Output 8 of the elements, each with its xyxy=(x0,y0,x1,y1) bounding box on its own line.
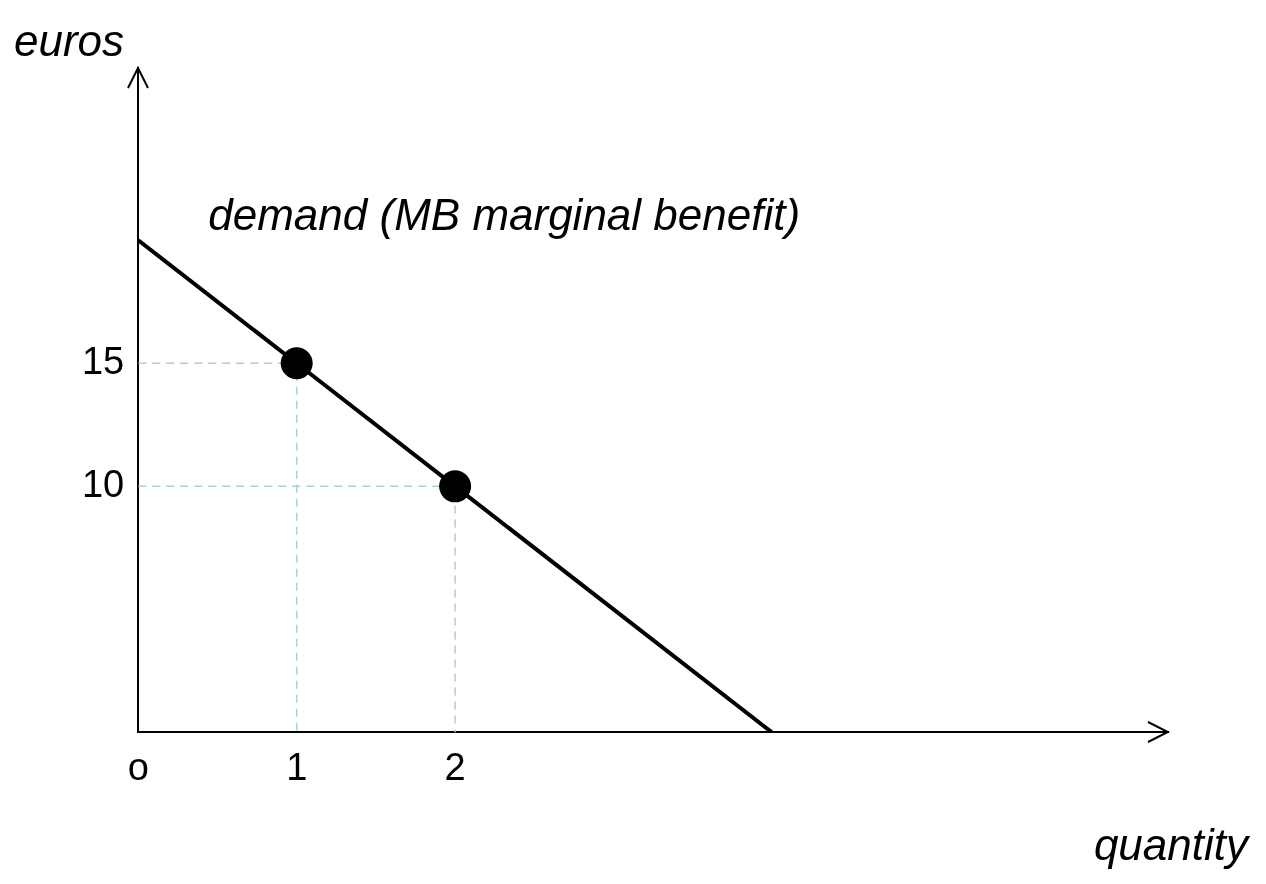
x-tick-label: 2 xyxy=(444,745,466,788)
x-axis-title: quantity xyxy=(1093,820,1251,870)
x-tick-label: 1 xyxy=(286,745,308,788)
y-tick-label: 15 xyxy=(81,339,125,382)
annotation: demand (MB marginal benefit) xyxy=(208,190,801,240)
x-tick-label: o xyxy=(127,745,149,788)
y-axis-title: euros xyxy=(14,16,125,66)
y-tick-label: 10 xyxy=(81,462,125,505)
